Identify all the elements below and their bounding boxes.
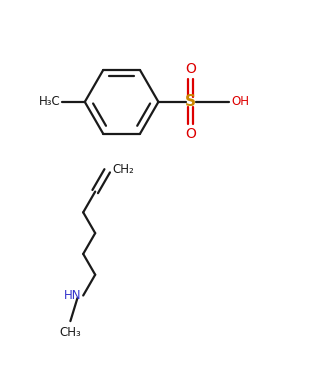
Text: O: O: [185, 62, 196, 76]
Text: CH₃: CH₃: [60, 326, 81, 339]
Text: HN: HN: [64, 289, 82, 302]
Text: CH₂: CH₂: [112, 163, 134, 176]
Text: S: S: [185, 94, 196, 110]
Text: OH: OH: [231, 95, 249, 108]
Text: H₃C: H₃C: [39, 95, 61, 108]
Text: O: O: [185, 128, 196, 141]
